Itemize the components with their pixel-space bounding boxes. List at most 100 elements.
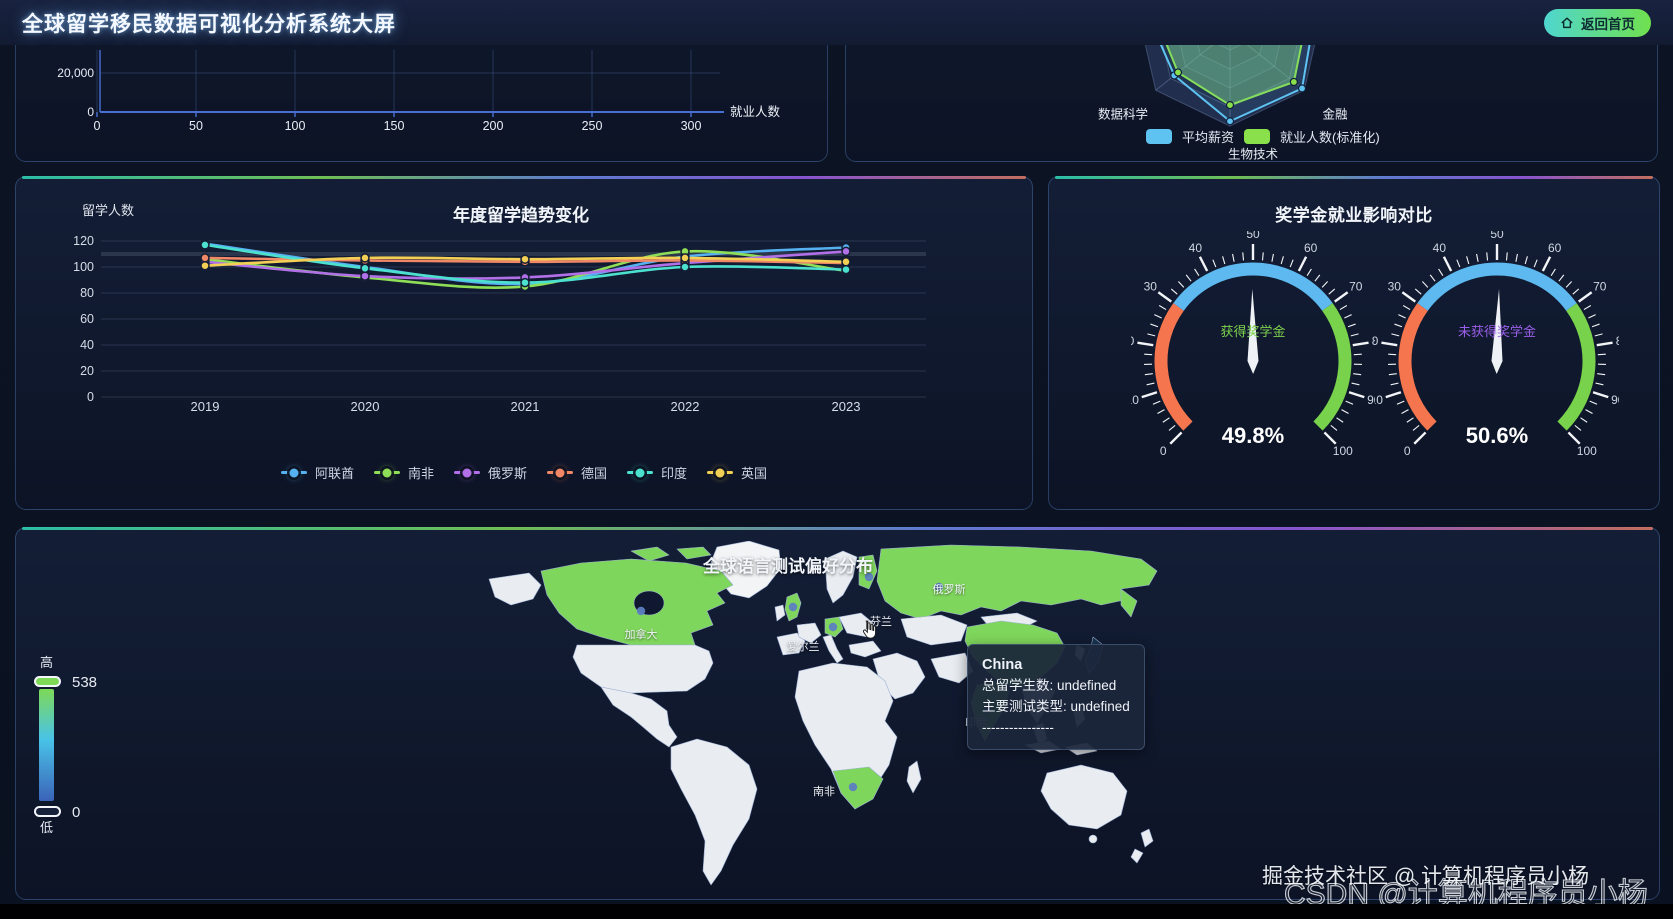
svg-text:40: 40 — [1189, 241, 1203, 255]
svg-text:10: 10 — [1375, 393, 1383, 407]
svg-text:2021: 2021 — [511, 399, 540, 414]
home-icon — [1561, 16, 1573, 28]
radar-legend: 平均薪资 就业人数(标准化) — [1146, 127, 1380, 146]
visual-map-legend: 高 538 0 低 — [34, 652, 97, 836]
gauge-without-scholarship: 0 10 20 30 40 50 60 70 80 90 100 未获得奖学金 50.6% — [1375, 231, 1619, 458]
visual-map-handle-max[interactable]: 538 — [34, 674, 97, 691]
trend-legend: 阿联酋 南非 俄罗斯 德国 印度 英国 — [16, 463, 1032, 482]
svg-text:80: 80 — [1372, 334, 1375, 348]
svg-text:0: 0 — [87, 105, 94, 119]
svg-text:250: 250 — [582, 119, 603, 133]
world-map-chart[interactable] — [481, 541, 1161, 897]
visual-map-gradient-bar[interactable] — [39, 689, 54, 801]
svg-text:年度留学趋势变化: 年度留学趋势变化 — [453, 205, 589, 225]
legend-swatch-salary[interactable] — [1146, 129, 1172, 144]
svg-text:80: 80 — [80, 286, 94, 300]
svg-text:70: 70 — [1349, 279, 1363, 293]
radar-axis-biotech: 生物技术 — [1227, 147, 1279, 162]
trend-panel: 年度留学趋势变化 留学人数 0 20 40 60 80 100 120 2019 2020 2021 2… — [15, 176, 1033, 510]
svg-text:100: 100 — [1577, 444, 1597, 458]
svg-text:70: 70 — [1593, 279, 1607, 293]
svg-text:120: 120 — [73, 234, 94, 248]
gauge-with-scholarship: 0 10 20 30 40 50 60 70 80 90 100 获得奖学金 49.8% — [1131, 231, 1375, 458]
trend-line-chart[interactable]: 年度留学趋势变化 留学人数 0 20 40 60 80 100 120 2019 2020 2021 2… — [16, 177, 1034, 467]
svg-text:2019: 2019 — [191, 399, 220, 414]
svg-text:获得奖学金: 获得奖学金 — [1220, 324, 1285, 339]
page-title: 全球留学移民数据可视化分析系统大屏 — [22, 12, 396, 36]
legend-label-salary[interactable]: 平均薪资 — [1182, 130, 1235, 145]
employment-panel — [15, 45, 828, 162]
legend-item-印度[interactable]: 印度 — [627, 463, 687, 482]
svg-text:100: 100 — [285, 119, 306, 133]
svg-text:0: 0 — [94, 119, 101, 133]
svg-text:留学人数: 留学人数 — [82, 203, 134, 218]
watermark-juejin: 掘金技术社区 @ 计算机程序员小杨 — [1262, 865, 1589, 888]
svg-text:100: 100 — [73, 260, 94, 274]
svg-text:60: 60 — [1304, 241, 1318, 255]
svg-text:2020: 2020 — [351, 399, 380, 414]
svg-text:20,000: 20,000 — [57, 66, 94, 80]
map-panel: 全球语言测试偏好分布 加拿大 俄罗斯 爱尔兰 芬兰 印度 南非 China 总留… — [15, 527, 1660, 900]
map-title: 全球语言测试偏好分布 — [703, 557, 873, 576]
svg-text:20: 20 — [1375, 334, 1379, 348]
svg-text:20: 20 — [80, 364, 94, 378]
tooltip-row-students: 总留学生数: undefined — [982, 678, 1117, 694]
svg-text:80: 80 — [1616, 334, 1619, 348]
svg-text:90: 90 — [1367, 393, 1375, 407]
svg-text:2022: 2022 — [671, 399, 700, 414]
map-label-canada: 加拿大 — [624, 629, 658, 641]
svg-text:100: 100 — [1333, 444, 1353, 458]
visual-map-min-value: 0 — [72, 804, 81, 821]
legend-item-德国[interactable]: 德国 — [547, 463, 607, 482]
svg-text:60: 60 — [80, 312, 94, 326]
visual-map-handle-min[interactable]: 0 — [34, 804, 80, 821]
svg-text:2023: 2023 — [832, 399, 861, 414]
svg-text:0: 0 — [1404, 444, 1411, 458]
svg-text:50.6%: 50.6% — [1466, 423, 1528, 448]
svg-text:50: 50 — [1490, 231, 1504, 241]
legend-item-英国[interactable]: 英国 — [707, 463, 767, 482]
map-label-ireland: 爱尔兰 — [786, 641, 820, 653]
svg-text:200: 200 — [483, 119, 504, 133]
svg-text:40: 40 — [80, 338, 94, 352]
legend-item-阿联酋[interactable]: 阿联酋 — [280, 463, 354, 482]
visual-map-low-label: 低 — [40, 820, 54, 835]
back-home-button[interactable]: 返回首页 — [1544, 8, 1651, 37]
svg-text:未获得奖学金: 未获得奖学金 — [1458, 324, 1536, 339]
svg-text:就业人数: 就业人数 — [730, 104, 781, 119]
gauge-panel: 奖学金就业影响对比 0102030405060708090100获得奖学金49.… — [1048, 176, 1660, 510]
radar-axis-finance: 金融 — [1322, 107, 1348, 122]
visual-map-max-value: 538 — [72, 674, 98, 691]
svg-text:30: 30 — [1388, 279, 1402, 293]
svg-text:0: 0 — [87, 390, 94, 404]
gauge-panel-title: 奖学金就业影响对比 — [1275, 206, 1433, 225]
major-salary-radar-chart[interactable] — [1040, 45, 1430, 175]
map-tooltip: China 总留学生数: undefined 主要测试类型: undefined… — [967, 644, 1145, 751]
map-label-russia: 俄罗斯 — [932, 584, 966, 596]
legend-item-俄罗斯[interactable]: 俄罗斯 — [453, 463, 527, 482]
tooltip-country: China — [982, 657, 1023, 673]
svg-text:300: 300 — [681, 119, 702, 133]
employment-axis-chart[interactable]: 20,000 00 50 100 150 200 250 300 就业人数 — [20, 50, 820, 168]
svg-text:50: 50 — [1246, 231, 1260, 241]
visual-map-high-label: 高 — [40, 655, 54, 670]
tooltip-divider: ---------------- — [982, 720, 1054, 736]
legend-item-南非[interactable]: 南非 — [373, 463, 434, 482]
header: 全球留学移民数据可视化分析系统大屏 返回首页 — [0, 0, 1673, 45]
bottom-black-bar — [0, 904, 1673, 919]
map-label-finland: 芬兰 — [870, 616, 892, 628]
back-home-label: 返回首页 — [1581, 16, 1635, 32]
svg-text:50: 50 — [189, 119, 203, 133]
svg-text:10: 10 — [1131, 393, 1139, 407]
svg-text:49.8%: 49.8% — [1222, 423, 1284, 448]
legend-label-employment[interactable]: 就业人数(标准化) — [1280, 130, 1380, 145]
svg-text:20: 20 — [1131, 334, 1135, 348]
map-label-south-africa: 南非 — [813, 786, 835, 798]
svg-text:30: 30 — [1144, 279, 1158, 293]
svg-text:0: 0 — [1160, 444, 1167, 458]
legend-swatch-employment[interactable] — [1244, 129, 1271, 144]
svg-text:150: 150 — [384, 119, 405, 133]
top-row: 20,000 0 0 50 100 150 200 250 300 就业人数 数据科学 金融 生物… — [0, 45, 1673, 175]
radar-axis-data-science: 数据科学 — [1097, 107, 1149, 122]
